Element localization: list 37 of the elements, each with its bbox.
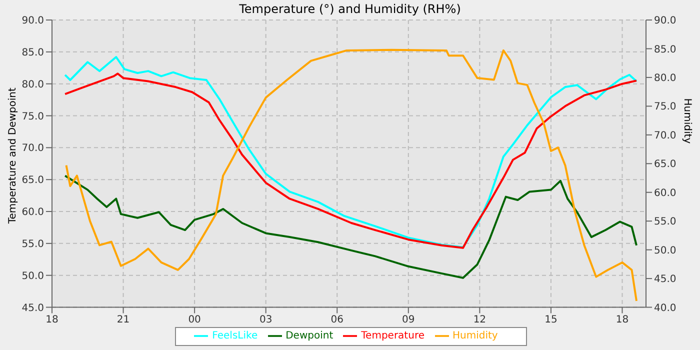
y2-tick-label: 90.0 [654,16,676,27]
y2-tick-label: 75.0 [654,102,676,113]
y2-tick-label: 60.0 [654,188,676,199]
y2-tick-label: 80.0 [654,73,676,84]
x-tick-label: 09 [402,314,415,326]
y2-tick-label: 55.0 [654,216,676,228]
x-tick-label: 15 [544,314,558,326]
x-tick-label: 06 [330,314,344,326]
y2-tick-label: 65.0 [654,159,676,170]
y-tick-label: 70.0 [22,143,44,154]
y-tick-label: 90.0 [22,16,44,27]
x-tick-label: 21 [116,314,130,326]
y-tick-label: 50.0 [22,270,44,282]
legend-label: Temperature [361,331,424,342]
y-tick-label: 55.0 [22,238,44,250]
y-tick-label: 65.0 [22,175,44,186]
y-tick-label: 45.0 [22,302,44,314]
y2-tick-label: 70.0 [654,130,676,142]
y2-tick-label: 45.0 [654,274,676,286]
x-tick-label: 18 [46,314,58,326]
y2-tick-label: 50.0 [654,245,676,256]
y2-tick-label: 85.0 [654,44,676,56]
legend-label: FeelsLike [212,331,258,342]
x-tick-label: 00 [188,314,201,326]
y2-tick-label: 40.0 [654,302,676,314]
y2-axis-title: Humidity [681,98,692,144]
y-tick-label: 75.0 [22,111,44,122]
x-tick-label: 12 [473,314,486,326]
y-tick-label: 80.0 [22,79,44,90]
x-tick-label: 18 [616,314,629,326]
y-tick-label: 60.0 [22,207,44,218]
legend-label: Humidity [452,331,498,342]
x-tick-label: 03 [259,314,272,326]
chart-title: Temperature (°) and Humidity (RH%) [238,2,462,16]
y-axis-title: Temperature and Dewpoint [8,88,19,225]
legend-label: Dewpoint [286,331,334,342]
y-tick-label: 85.0 [22,47,44,58]
